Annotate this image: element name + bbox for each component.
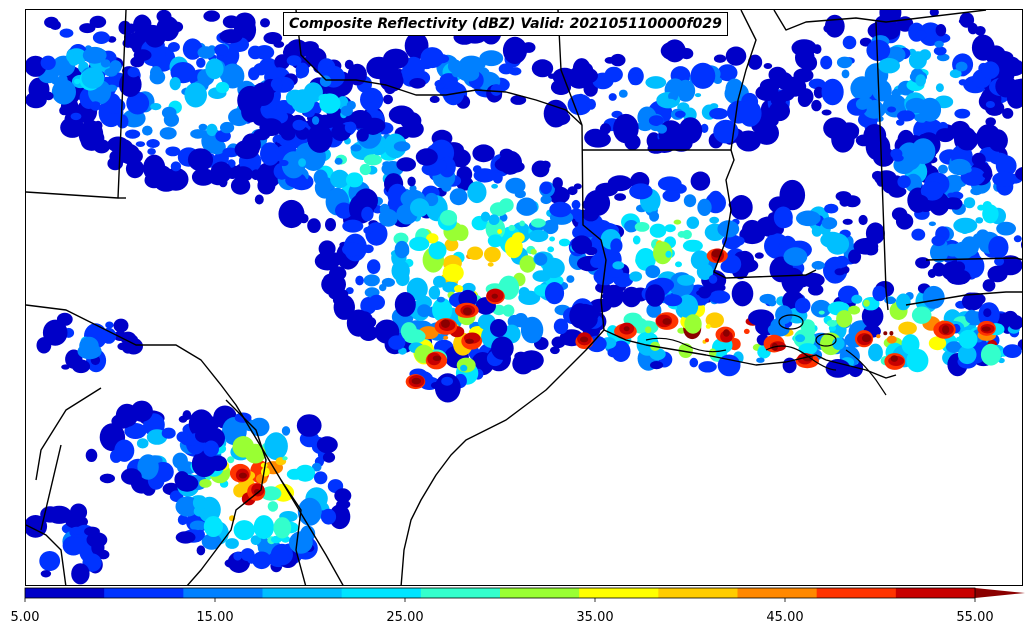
colorbar-segment xyxy=(183,588,263,598)
colorbar-segment xyxy=(658,588,738,598)
colorbar-segment xyxy=(579,588,659,598)
colorbar-tick-label: 55.00 xyxy=(956,610,993,625)
colorbar-segment xyxy=(342,588,422,598)
colorbar-tick-label: 35.00 xyxy=(576,610,613,625)
colorbar-segment xyxy=(738,588,818,598)
colorbar-tick-label: 45.00 xyxy=(766,610,803,625)
colorbar-tick-label: 15.00 xyxy=(196,610,233,625)
colorbar-segment xyxy=(25,588,105,598)
colorbar-segment xyxy=(817,588,897,598)
colorbar-segment xyxy=(896,588,976,598)
colorbar-segment xyxy=(421,588,501,598)
colorbar-tickmarks xyxy=(25,598,975,602)
colorbar-segment xyxy=(263,588,343,598)
colorbar-segment xyxy=(500,588,580,598)
colorbar-extend-arrow xyxy=(975,588,1025,598)
colorbar-tick-label: 25.00 xyxy=(386,610,423,625)
colorbar-tick-label: 5.00 xyxy=(11,610,40,625)
colorbar-segment xyxy=(104,588,184,598)
colorbar-segments xyxy=(25,588,976,598)
